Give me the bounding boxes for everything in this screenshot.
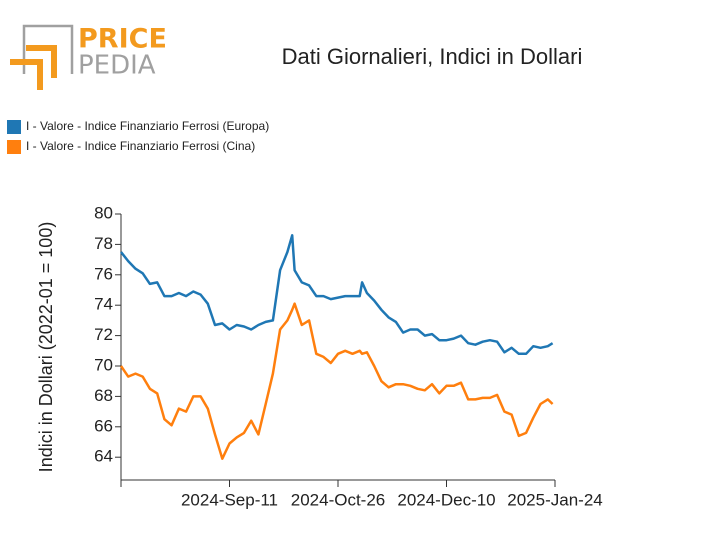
x-tick-label: 2025-Jan-24 bbox=[507, 490, 602, 509]
logo-bracket bbox=[10, 59, 43, 90]
logo-square bbox=[22, 24, 74, 74]
legend-swatch bbox=[7, 120, 21, 134]
x-tick-label: 2024-Oct-26 bbox=[291, 490, 386, 509]
y-tick-label: 72 bbox=[94, 325, 113, 344]
y-tick-label: 68 bbox=[94, 386, 113, 405]
y-tick-label: 78 bbox=[94, 234, 113, 253]
chart-title: Dati Giornalieri, Indici in Dollari bbox=[282, 44, 583, 69]
y-axis-label: Indici in Dollari (2022-01 = 100) bbox=[36, 222, 56, 473]
y-tick-label: 64 bbox=[94, 447, 113, 466]
legend-label: I - Valore - Indice Finanziario Ferrosi … bbox=[26, 139, 255, 153]
logo-bracket bbox=[26, 45, 57, 78]
y-tick-label: 66 bbox=[94, 416, 113, 435]
logo-text: PEDIA bbox=[78, 51, 156, 81]
x-tick-label: 2024-Dec-10 bbox=[397, 490, 495, 509]
y-tick-label: 80 bbox=[94, 203, 113, 222]
series-line bbox=[120, 234, 554, 356]
logo-text: PRICE bbox=[78, 24, 167, 55]
x-tick-label: 2024-Sep-11 bbox=[181, 490, 278, 509]
legend-label: I - Valore - Indice Finanziario Ferrosi … bbox=[26, 119, 269, 133]
y-tick-label: 76 bbox=[94, 264, 113, 283]
y-tick-label: 74 bbox=[94, 295, 113, 314]
logo: PRICE PEDIA bbox=[10, 24, 167, 90]
y-tick-label: 70 bbox=[94, 355, 113, 374]
legend-swatch bbox=[7, 140, 21, 154]
series-line bbox=[119, 302, 554, 460]
